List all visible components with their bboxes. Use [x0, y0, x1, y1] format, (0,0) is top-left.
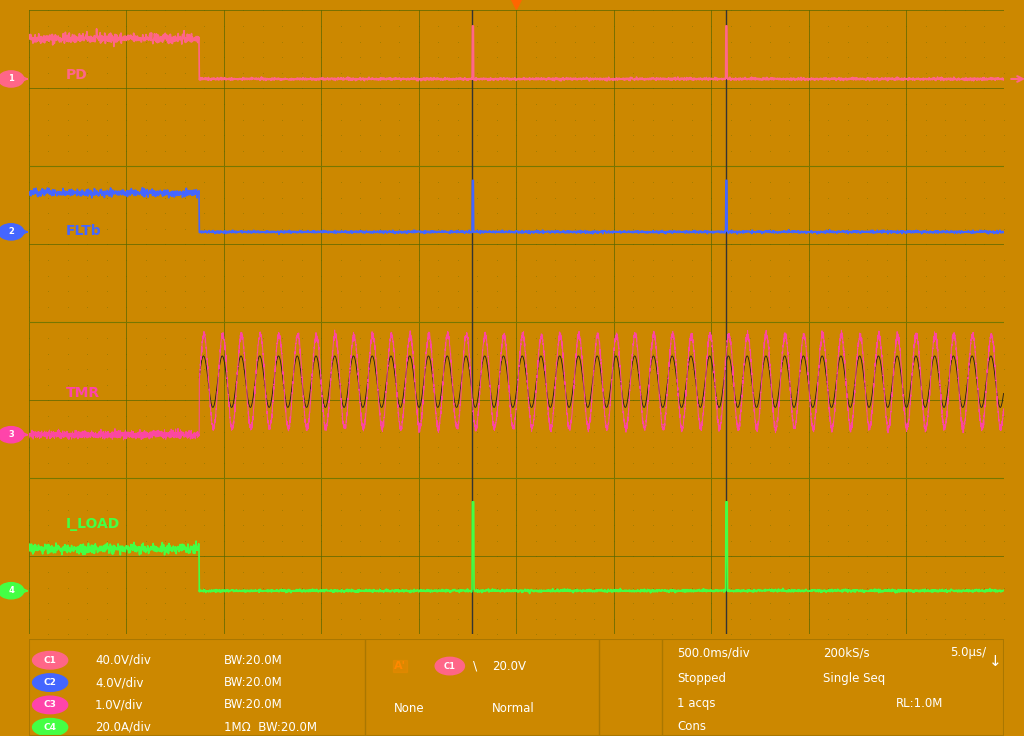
Text: 3: 3 [8, 431, 14, 439]
Ellipse shape [435, 657, 465, 675]
Text: 20.0V: 20.0V [492, 659, 525, 673]
Text: 4.0V/div: 4.0V/div [95, 676, 143, 689]
Text: C4: C4 [44, 723, 56, 732]
Circle shape [0, 224, 24, 240]
Text: RL:1.0M: RL:1.0M [896, 697, 944, 710]
Text: C3: C3 [44, 701, 56, 710]
Text: Normal: Normal [492, 702, 535, 715]
Text: Single Seq: Single Seq [823, 671, 886, 684]
Ellipse shape [33, 696, 68, 714]
Text: C1: C1 [443, 662, 456, 670]
Text: 20.0A/div: 20.0A/div [95, 721, 151, 734]
Text: C2: C2 [44, 678, 56, 687]
Text: TMR: TMR [66, 386, 100, 400]
Text: $\backslash$: $\backslash$ [472, 659, 478, 673]
Text: 5.0μs/: 5.0μs/ [950, 646, 986, 659]
Text: BW:20.0M: BW:20.0M [223, 654, 283, 667]
Text: BW:20.0M: BW:20.0M [223, 698, 283, 712]
Text: 1 acqs: 1 acqs [677, 697, 716, 710]
Circle shape [0, 427, 24, 443]
Text: None: None [394, 702, 425, 715]
Text: A': A' [394, 661, 407, 671]
Text: PD: PD [66, 68, 87, 82]
Circle shape [0, 71, 24, 87]
Text: 4: 4 [8, 587, 14, 595]
Ellipse shape [33, 718, 68, 736]
Circle shape [0, 583, 24, 599]
Text: 500.0ms/div: 500.0ms/div [677, 646, 750, 659]
Text: 1: 1 [8, 74, 14, 83]
Ellipse shape [33, 674, 68, 691]
Text: 40.0V/div: 40.0V/div [95, 654, 151, 667]
Text: Cons: Cons [677, 720, 706, 733]
Text: 200kS/s: 200kS/s [823, 646, 869, 659]
Text: 2: 2 [8, 227, 14, 236]
Text: C1: C1 [44, 656, 56, 665]
Text: BW:20.0M: BW:20.0M [223, 676, 283, 689]
Text: FLTb: FLTb [66, 224, 101, 238]
Text: I_LOAD: I_LOAD [66, 517, 120, 531]
Ellipse shape [33, 651, 68, 669]
Text: Stopped: Stopped [677, 671, 726, 684]
Text: 1.0V/div: 1.0V/div [95, 698, 143, 712]
Text: ↓: ↓ [989, 654, 1001, 669]
Text: 1MΩ  BW:20.0M: 1MΩ BW:20.0M [223, 721, 316, 734]
